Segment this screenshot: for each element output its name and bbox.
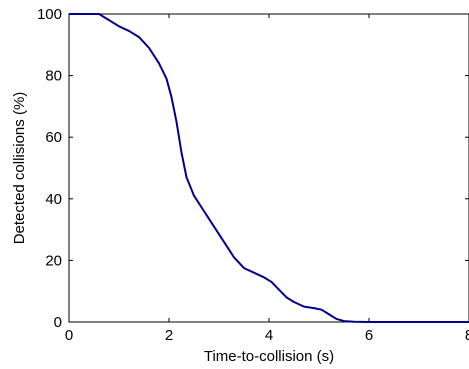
series-layer — [69, 13, 469, 323]
ticks-layer: 02468020406080100 — [37, 6, 469, 344]
plot-area — [68, 13, 469, 323]
x-tick-label: 2 — [165, 327, 173, 344]
y-tick-label: 40 — [45, 191, 62, 208]
x-tick-label: 8 — [465, 327, 469, 344]
y-tick-label: 0 — [54, 314, 62, 331]
series-line — [69, 13, 469, 323]
y-tick-label: 20 — [45, 252, 62, 269]
y-tick-label: 80 — [45, 68, 62, 85]
x-tick-label: 4 — [265, 327, 273, 344]
y-axis-label: Detected collisions (%) — [11, 92, 28, 245]
y-tick-label: 100 — [37, 6, 62, 23]
x-tick-label: 6 — [365, 327, 373, 344]
x-axis-label: Time-to-collision (s) — [204, 348, 334, 365]
x-tick-label: 0 — [65, 327, 73, 344]
y-tick-label: 60 — [45, 129, 62, 146]
